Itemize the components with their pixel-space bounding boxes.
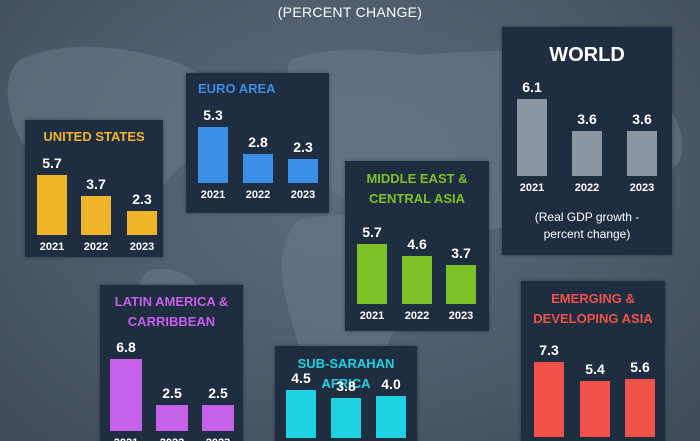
bar-value-label: 3.7 [451,245,471,262]
bar-2023 [127,210,157,235]
panel-middle-east-central-asia: MIDDLE EAST & CENTRAL ASIA 5.7 2021 4.6 202… [345,161,489,331]
bar-value-label: 5.3 [203,107,223,124]
bar-2022 [156,404,188,431]
panel-title: SUB-SARAHAN AFRICA [297,356,395,391]
panel-euro-area: EURO AREA 5.3 2021 2.8 2022 2.3 2023 [186,73,329,213]
bar-2021 [110,358,142,431]
bar-2021 [357,244,387,304]
chart-subtitle: (PERCENT CHANGE) [277,4,423,20]
panel-sub-saharan-africa: SUB-SARAHAN AFRICA 4.520213.820224.02023 [275,346,417,441]
bar-value-label: 2.3 [132,190,152,207]
panel-united-states: UNITED STATES 5.7 2021 3.7 2022 2.3 2023 [25,120,163,257]
panel-title: EURO AREA [198,81,276,96]
bar-value-label: 4.5 [291,370,311,387]
bar-2023 [202,404,234,431]
year-label: 2023 [290,189,316,201]
year-label: 2023 [198,437,238,441]
panel-title: MIDDLE EAST & CENTRAL ASIA [366,171,468,206]
year-label: 2021 [106,437,146,441]
bar-2021 [37,175,67,235]
bar-2023 [625,379,655,437]
bar-2022 [331,397,361,438]
bar-2022 [81,196,111,235]
year-label: 2022 [152,437,192,441]
bar-value-label: 6.1 [522,79,542,96]
bar-value-label: 3.8 [336,377,356,394]
bar-value-label: 5.4 [585,361,605,378]
bar-2021 [534,361,564,437]
year-label: 2021 [359,310,385,322]
bar-value-label: 2.5 [162,384,182,401]
year-label: 2023 [448,310,474,322]
bar-value-label: 4.0 [381,375,401,392]
bar-2021 [286,390,316,438]
bar-2022 [572,130,602,176]
year-label: 2023 [129,241,155,253]
bar-value-label: 5.6 [630,359,650,376]
year-label: 2022 [404,310,430,322]
bar-2022 [243,153,273,183]
year-label: 2022 [83,241,109,253]
bar-value-label: 2.3 [293,138,313,155]
panel-title: WORLD [549,44,625,66]
year-label: 2022 [245,189,271,201]
bar-2023 [376,395,406,438]
year-label: 2021 [519,182,545,194]
year-label: 2021 [39,241,65,253]
bar-value-label: 4.6 [407,235,427,252]
panel-title: UNITED STATES [43,129,145,144]
panel-latin-america-caribbean: LATIN AMERICA & CARRIBBEAN 6.8 2021 2.5 202… [100,285,243,441]
world-note: (Real GDP growth - percent change) [534,210,640,241]
bar-2022 [580,381,610,437]
bar-value-label: 2.8 [248,133,268,150]
year-label: 2023 [629,182,655,194]
panel-world: WORLD (Real GDP growth - percent change)… [502,27,672,255]
bar-2021 [517,99,547,176]
bar-2023 [446,265,476,304]
bar-value-label: 5.7 [362,224,382,241]
bar-2023 [627,130,657,176]
panel-emerging-developing-asia: EMERGING & DEVELOPING ASIA 7.320215.4202… [521,281,665,441]
bar-2023 [288,158,318,183]
bar-2022 [402,255,432,304]
bar-2021 [198,127,228,183]
year-label: 2021 [200,189,226,201]
bar-value-label: 3.7 [86,176,106,193]
bar-value-label: 3.6 [577,110,597,127]
panel-title: EMERGING & DEVELOPING ASIA [533,291,653,326]
year-label: 2022 [574,182,600,194]
bar-value-label: 2.5 [208,384,228,401]
bar-value-label: 6.8 [116,338,136,355]
bar-value-label: 5.7 [42,155,62,172]
bar-value-label: 7.3 [539,341,559,358]
panel-title: LATIN AMERICA & CARRIBBEAN [114,294,229,329]
bar-value-label: 3.6 [632,110,652,127]
